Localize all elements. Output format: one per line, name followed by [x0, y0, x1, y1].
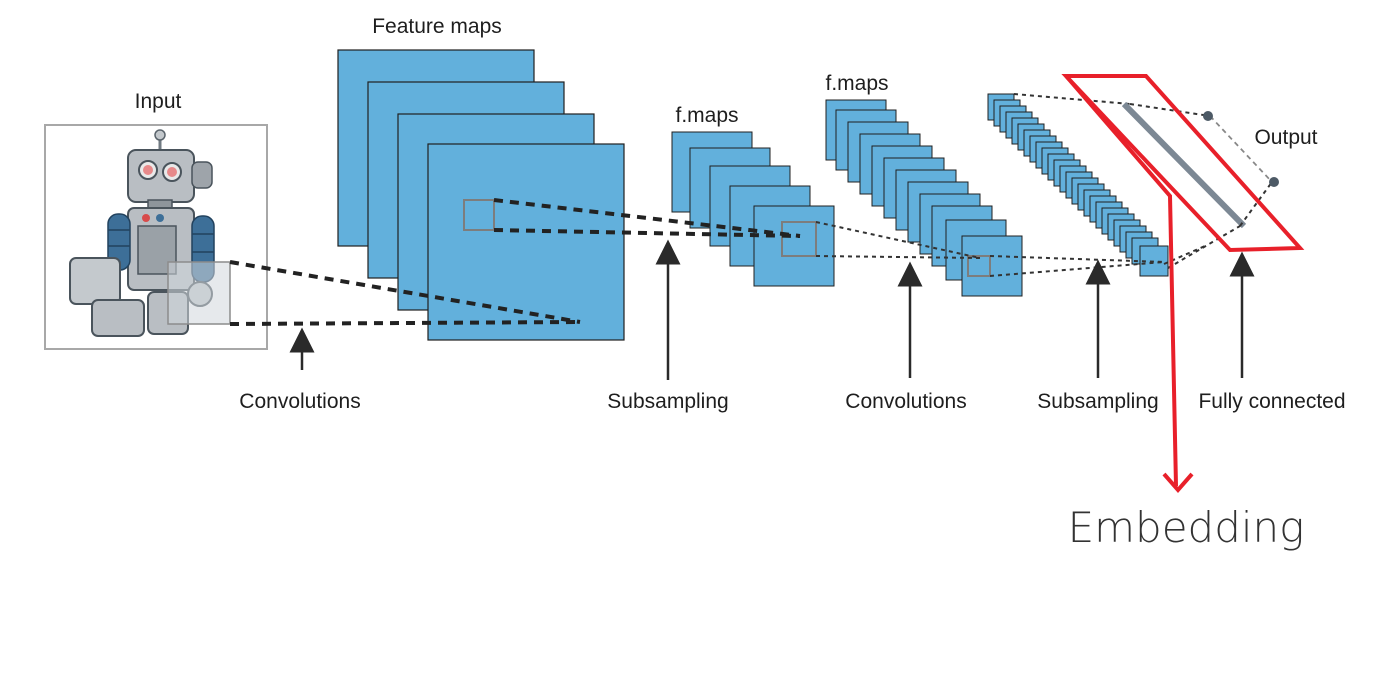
label-subsampling-2: Subsampling — [1037, 390, 1158, 413]
label-fmaps-1: f.maps — [675, 104, 738, 127]
fmaps-stack-2 — [826, 100, 1022, 296]
label-input: Input — [135, 90, 182, 113]
feature-maps-stack — [338, 50, 624, 340]
fmaps-stack-1 — [672, 132, 834, 286]
label-fully-connected: Fully connected — [1198, 390, 1345, 413]
input-image — [45, 125, 267, 349]
label-feature-maps: Feature maps — [372, 15, 502, 38]
output-node — [1269, 177, 1279, 187]
label-embedding: Embedding — [1068, 503, 1305, 552]
label-fmaps-2: f.maps — [825, 72, 888, 95]
label-subsampling-1: Subsampling — [607, 390, 728, 413]
label-convolutions-1: Convolutions — [239, 390, 360, 413]
output-node — [1203, 111, 1213, 121]
label-output: Output — [1254, 126, 1317, 149]
label-convolutions-2: Convolutions — [845, 390, 966, 413]
